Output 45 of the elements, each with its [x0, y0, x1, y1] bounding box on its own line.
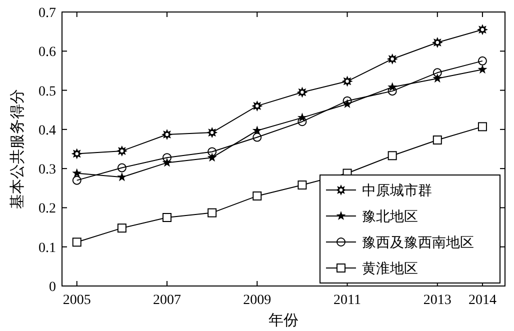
- point: [162, 153, 172, 162]
- legend-label: 豫西及豫西南地区: [362, 235, 474, 251]
- point: [432, 74, 442, 83]
- x-tick-label: 2007: [153, 293, 182, 308]
- point: [208, 147, 217, 156]
- legend-label: 中原城市群: [362, 183, 432, 199]
- point: [208, 208, 217, 218]
- y-tick-label: 0.7: [38, 6, 56, 21]
- point: [478, 122, 487, 132]
- point: [72, 168, 82, 178]
- y-tick-label: 0.3: [38, 162, 56, 178]
- x-tick-label: 2005: [62, 293, 91, 308]
- point: [432, 135, 442, 144]
- point: [388, 151, 397, 160]
- point: [117, 224, 126, 233]
- x-tick-label: 2013: [423, 293, 452, 308]
- point: [478, 56, 487, 66]
- y-tick-label: 0.6: [38, 45, 56, 60]
- point: [432, 68, 442, 78]
- point: [252, 126, 262, 135]
- legend-label: 黄淮地区: [362, 261, 418, 277]
- point: [72, 176, 82, 185]
- y-tick-label: 0.5: [38, 84, 56, 100]
- point: [207, 152, 217, 162]
- point: [298, 117, 307, 126]
- x-tick-label: 2014: [468, 293, 496, 308]
- point: [478, 64, 488, 74]
- y-tick-label: 0.1: [38, 240, 56, 256]
- point: [388, 86, 397, 96]
- point: [162, 213, 172, 222]
- point: [342, 96, 352, 106]
- legend-label: 豫北地区: [362, 209, 418, 225]
- point: [117, 163, 126, 172]
- x-tick-label: 2009: [243, 293, 272, 308]
- y-tick-label: 0.2: [38, 202, 56, 217]
- y-tick-label: 0: [49, 280, 56, 295]
- y-tick-label: 0.4: [38, 123, 56, 138]
- y-axis-title: 基本公共服务得分: [9, 89, 26, 209]
- x-tick-label: 2011: [334, 293, 362, 308]
- point: [252, 132, 262, 142]
- point: [298, 180, 307, 190]
- point: [117, 172, 127, 182]
- point: [72, 238, 82, 247]
- point: [252, 191, 262, 200]
- x-axis-title: 年份: [268, 312, 298, 329]
